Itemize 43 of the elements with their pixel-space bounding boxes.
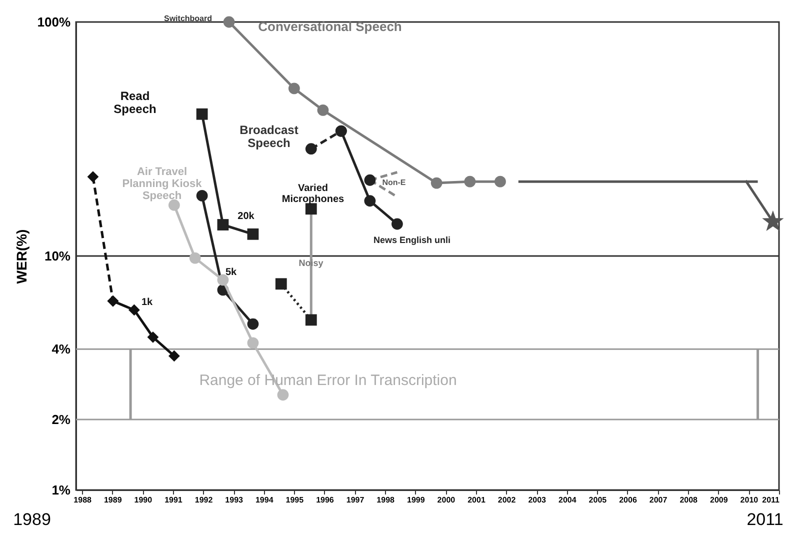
x-tick-label: 2008 [680,496,698,504]
x-tick-label: 1997 [346,496,365,504]
x-tick-label: 1994 [255,496,274,504]
x-tick-label: 1991 [164,496,183,504]
text: 2011 [746,510,784,529]
x-tick-label: 2006 [619,496,638,504]
text: 1989 [13,510,51,529]
y-tick-label: 10% [44,248,71,264]
annotation: Broadcast Speech [240,123,298,150]
x-tick-label: 1990 [134,496,153,504]
x-tick-label: 1996 [316,496,334,504]
x-tick-label: 1998 [376,496,396,504]
x-tick-label: 2004 [558,496,577,504]
x-tick-label: 2002 [498,496,516,504]
x-tick-label: 1995 [286,496,304,504]
annotation: Non-E [382,178,406,187]
x-tick-label: 1989 [104,496,122,504]
annotation: Conversational Speech [258,19,402,34]
annotation: Varied Microphones [282,183,345,205]
x-tick-label: 2010 [740,496,759,504]
x-tick-label: 2009 [710,496,728,504]
y-tick-label: 4% [52,342,71,357]
annotation: News English unli [373,235,451,245]
annotation: Air Travel Planning Kiosk Speech [122,166,203,202]
annotation: Switchboard [164,14,212,23]
x-tick-label: 2001 [468,496,486,504]
y-axis-title: WER(%) [13,229,30,284]
annotation: Read Speech [114,89,156,116]
x-tick-label: 1988 [74,496,92,504]
y-tick-label: 1% [52,482,71,498]
annotation: 5k [225,267,237,278]
annotation: 20k [238,211,255,222]
y-tick-label: 100% [37,14,71,30]
y-tick-label: 2% [52,412,71,428]
x-tick-label: 2011 [762,496,780,504]
x-tick-label: 1993 [225,496,244,504]
x-tick-label: 2005 [588,496,608,504]
x-tick-label: 2003 [528,496,547,504]
x-tick-label: 2000 [437,496,456,504]
x-tick-label: 1999 [406,496,426,504]
x-tick-label: 1992 [194,496,214,504]
annotation: 1k [141,297,153,308]
x-tick-label: 2007 [649,496,668,504]
